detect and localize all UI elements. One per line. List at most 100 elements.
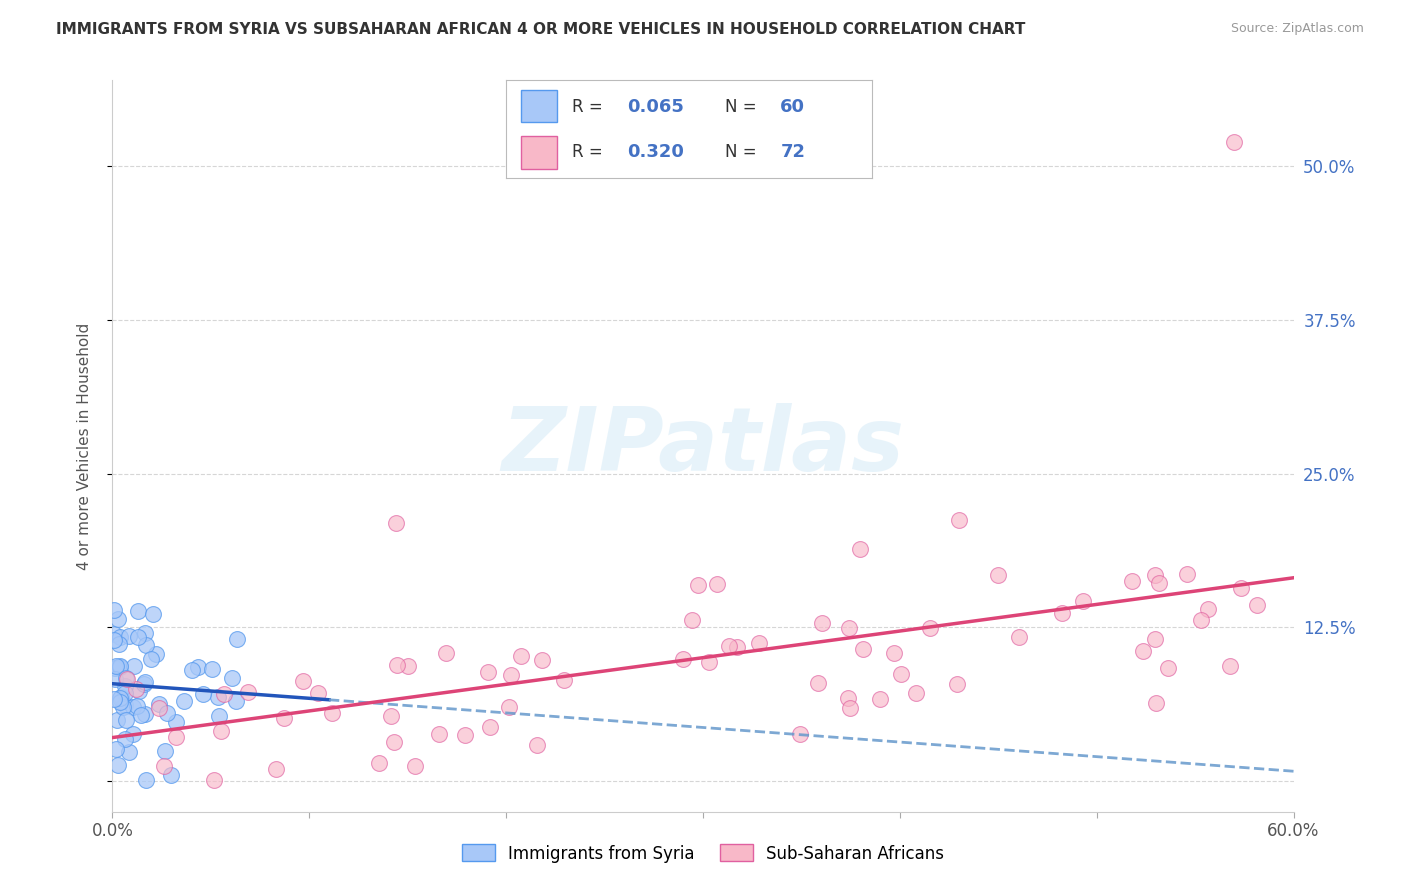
Point <box>134 626 156 640</box>
Point <box>107 612 129 626</box>
Point <box>1144 696 1167 710</box>
Point <box>811 615 834 630</box>
Point <box>148 697 170 711</box>
Point <box>672 652 695 666</box>
Point <box>112 700 135 714</box>
Point <box>1132 644 1154 658</box>
Point <box>114 679 136 693</box>
Point <box>948 513 970 527</box>
Point <box>292 673 315 688</box>
Point <box>477 665 499 680</box>
Text: R =: R = <box>572 98 607 116</box>
Point <box>134 677 156 691</box>
Point <box>852 641 875 656</box>
Point <box>382 735 405 749</box>
Point <box>706 577 728 591</box>
Point <box>212 687 235 701</box>
Point <box>1071 594 1094 608</box>
Point <box>103 691 125 706</box>
Point <box>1147 575 1170 590</box>
Point <box>107 758 129 772</box>
Point <box>209 724 232 739</box>
FancyBboxPatch shape <box>520 90 557 122</box>
Point <box>1121 574 1143 588</box>
Point <box>1223 135 1246 149</box>
Text: 60: 60 <box>780 98 806 116</box>
Text: 0.065: 0.065 <box>627 98 683 116</box>
Point <box>748 636 770 650</box>
Point <box>186 660 208 674</box>
Point <box>115 713 138 727</box>
Point <box>1052 606 1074 620</box>
Point <box>117 629 139 643</box>
Text: IMMIGRANTS FROM SYRIA VS SUBSAHARAN AFRICAN 4 OR MORE VEHICLES IN HOUSEHOLD CORR: IMMIGRANTS FROM SYRIA VS SUBSAHARAN AFRI… <box>56 22 1025 37</box>
Point <box>1189 613 1212 627</box>
Point <box>380 709 402 723</box>
Point <box>122 658 145 673</box>
Point <box>155 744 177 758</box>
Point <box>121 727 143 741</box>
Point <box>236 685 259 699</box>
Point <box>1197 601 1219 615</box>
Point <box>108 695 131 709</box>
Point <box>110 658 132 673</box>
Point <box>108 630 131 644</box>
Point <box>108 660 131 674</box>
Point <box>124 682 146 697</box>
Point <box>207 690 229 704</box>
Point <box>553 673 575 687</box>
Point <box>688 577 710 591</box>
Point <box>479 720 502 734</box>
Point <box>105 659 128 673</box>
Point <box>890 667 912 681</box>
Point <box>160 768 183 782</box>
Point <box>321 706 343 721</box>
Point <box>987 568 1010 582</box>
Point <box>191 687 214 701</box>
Point <box>385 516 408 531</box>
Point <box>129 708 152 723</box>
Point <box>201 662 224 676</box>
Point <box>789 727 811 741</box>
Point <box>134 675 156 690</box>
Point <box>385 657 408 672</box>
Point <box>807 676 830 690</box>
Point <box>181 664 204 678</box>
Point <box>509 648 531 663</box>
Text: 72: 72 <box>780 143 806 161</box>
Point <box>139 651 162 665</box>
Point <box>1143 632 1166 646</box>
Point <box>221 671 243 685</box>
Text: N =: N = <box>725 143 762 161</box>
Point <box>115 673 138 687</box>
Point <box>1143 567 1166 582</box>
Point <box>404 759 426 773</box>
Point <box>526 738 548 752</box>
Point <box>1246 598 1268 612</box>
Point <box>837 691 859 706</box>
Point <box>156 706 179 720</box>
Point <box>108 637 131 651</box>
Point <box>114 698 136 712</box>
Point <box>1230 582 1253 596</box>
Text: R =: R = <box>572 143 607 161</box>
Y-axis label: 4 or more Vehicles in Household: 4 or more Vehicles in Household <box>77 322 91 570</box>
Point <box>225 632 247 647</box>
Point <box>273 711 295 725</box>
Point <box>165 730 187 744</box>
Point <box>105 714 128 728</box>
Point <box>1219 658 1241 673</box>
Point <box>681 613 703 627</box>
Point <box>531 653 554 667</box>
Text: N =: N = <box>725 98 762 116</box>
Point <box>110 690 132 704</box>
Point <box>225 694 247 708</box>
Point <box>104 741 127 756</box>
Point <box>307 686 329 700</box>
Point <box>396 658 419 673</box>
Point <box>945 676 967 690</box>
Point <box>118 745 141 759</box>
Text: ZIPatlas: ZIPatlas <box>502 402 904 490</box>
Point <box>434 647 457 661</box>
Point <box>145 647 167 661</box>
